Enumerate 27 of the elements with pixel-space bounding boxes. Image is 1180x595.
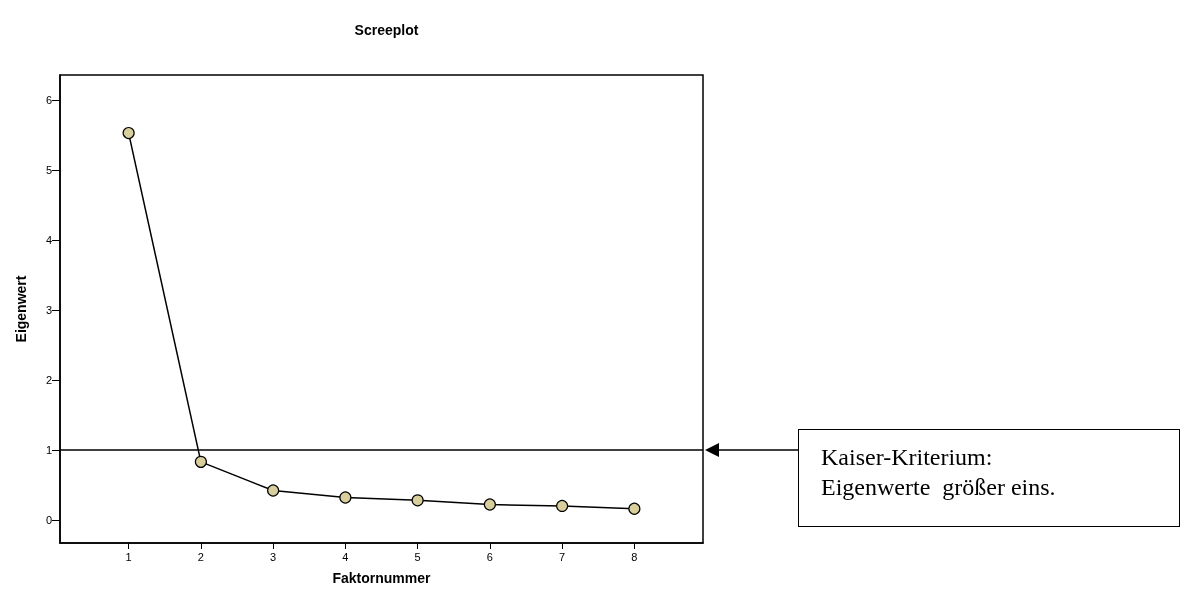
point <box>483 498 496 511</box>
x-tick-label: 8 <box>631 550 638 563</box>
x-tick-label: 4 <box>342 550 349 563</box>
x-axis-title: Faktornummer <box>332 570 432 586</box>
x-tick-label: 1 <box>125 550 132 563</box>
y-tick-label: 6 <box>45 94 52 107</box>
point <box>556 499 569 513</box>
y-tick-label: 0 <box>45 513 52 526</box>
point <box>339 491 352 504</box>
y-tick-label: 5 <box>45 164 52 177</box>
x-tick-label: 7 <box>559 550 566 563</box>
x-tick-label: 2 <box>197 550 204 563</box>
x-tick-label: 5 <box>414 550 421 563</box>
y-tick-label: 2 <box>45 374 52 386</box>
y-axis-title: Eigenwert <box>13 275 29 343</box>
y-tick-label: 1 <box>45 443 52 456</box>
y-tick-label: 4 <box>45 234 52 247</box>
legend-label: Kaiser-Kriterium: Eigenwerte größer eins. <box>798 428 1180 527</box>
x-tick-label: 6 <box>486 550 493 563</box>
point <box>122 126 135 140</box>
point <box>267 484 280 497</box>
point <box>411 494 424 507</box>
point <box>194 455 207 468</box>
point <box>628 502 641 515</box>
y-tick-label: 3 <box>45 304 52 317</box>
x-tick-label: 3 <box>270 550 277 563</box>
chart-title: Screeplot <box>354 22 419 38</box>
